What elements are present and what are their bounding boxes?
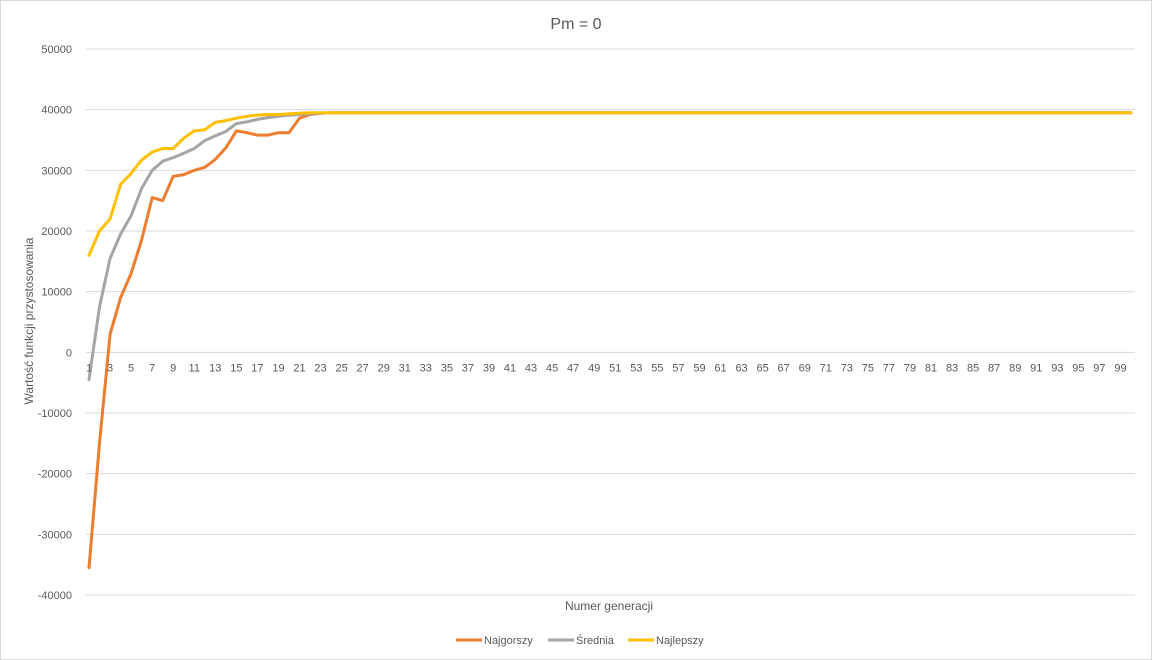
x-tick-label: 95 xyxy=(1072,362,1084,374)
x-tick-label: 65 xyxy=(756,362,768,374)
x-tick-label: 73 xyxy=(841,362,853,374)
y-tick-label: -10000 xyxy=(38,408,72,420)
x-tick-label: 81 xyxy=(925,362,937,374)
legend-label: Najgorszy xyxy=(484,635,533,647)
x-tick-label: 35 xyxy=(441,362,453,374)
x-tick-label: 29 xyxy=(378,362,390,374)
y-tick-label: 40000 xyxy=(41,105,72,117)
x-tick-label: 45 xyxy=(546,362,558,374)
gridlines xyxy=(86,48,1135,596)
series-line-najlepszy xyxy=(87,111,1133,257)
x-tick-label: 5 xyxy=(128,362,134,374)
x-tick-label: 85 xyxy=(967,362,979,374)
y-axis-label: Wartość funkcji przystosowania xyxy=(22,237,36,404)
x-tick-label: 3 xyxy=(107,362,113,374)
x-tick-label: 15 xyxy=(230,362,242,374)
x-tick-label: 57 xyxy=(672,362,684,374)
x-tick-label: 53 xyxy=(630,362,642,374)
x-tick-label: 33 xyxy=(420,362,432,374)
x-tick-label: 99 xyxy=(1114,362,1126,374)
x-tick-label: 1 xyxy=(86,362,92,374)
y-tick-label: 30000 xyxy=(41,165,72,177)
x-tick-label: 31 xyxy=(399,362,411,374)
x-tick-label: 17 xyxy=(251,362,263,374)
x-tick-label: 19 xyxy=(272,362,284,374)
x-tick-label: 43 xyxy=(525,362,537,374)
x-tick-label: 71 xyxy=(820,362,832,374)
x-axis-label: Numer generacji xyxy=(565,599,653,613)
x-tick-label: 91 xyxy=(1030,362,1042,374)
x-tick-label: 93 xyxy=(1051,362,1063,374)
x-tick-label: 59 xyxy=(693,362,705,374)
x-tick-label: 63 xyxy=(735,362,747,374)
x-tick-label: 21 xyxy=(293,362,305,374)
y-tick-label: 20000 xyxy=(41,226,72,238)
x-tick-label: 47 xyxy=(567,362,579,374)
y-tick-label: -30000 xyxy=(38,529,72,541)
series-line-najgorszy xyxy=(87,111,1133,570)
x-tick-label: 49 xyxy=(588,362,600,374)
legend: Najgorszy Średnia Najlepszy xyxy=(456,634,704,647)
x-tick-label: 87 xyxy=(988,362,1000,374)
x-tick-label: 41 xyxy=(504,362,516,374)
y-tick-label: -20000 xyxy=(38,469,72,481)
x-axis-ticks: 1 3 5 7 9 11 13 15 17 19 21 23 25 27 29 31 33 35 37 39 41 43 4… xyxy=(86,362,1127,374)
x-tick-label: 51 xyxy=(609,362,621,374)
x-tick-label: 55 xyxy=(651,362,663,374)
chart-title: Pm = 0 xyxy=(550,16,601,33)
y-tick-label: 0 xyxy=(66,347,72,359)
x-tick-label: 9 xyxy=(170,362,176,374)
x-tick-label: 37 xyxy=(462,362,474,374)
series-lines xyxy=(87,111,1133,570)
x-tick-label: 89 xyxy=(1009,362,1021,374)
y-tick-label: 10000 xyxy=(41,287,72,299)
x-tick-label: 77 xyxy=(883,362,895,374)
y-tick-label: -40000 xyxy=(38,590,72,602)
x-tick-label: 97 xyxy=(1093,362,1105,374)
x-tick-label: 7 xyxy=(149,362,155,374)
x-tick-label: 39 xyxy=(483,362,495,374)
x-tick-label: 23 xyxy=(314,362,326,374)
x-tick-label: 67 xyxy=(778,362,790,374)
x-tick-label: 13 xyxy=(209,362,221,374)
legend-label: Najlepszy xyxy=(656,635,704,647)
x-tick-label: 61 xyxy=(714,362,726,374)
y-tick-label: 50000 xyxy=(41,44,72,56)
x-tick-label: 11 xyxy=(189,362,200,374)
x-tick-label: 25 xyxy=(335,362,347,374)
series-line-średnia xyxy=(87,111,1133,382)
y-axis-ticks: 50000 40000 30000 20000 10000 0 -10000 -20000 -3… xyxy=(38,44,72,602)
x-tick-label: 83 xyxy=(946,362,958,374)
x-tick-label: 27 xyxy=(357,362,369,374)
x-tick-label: 75 xyxy=(862,362,874,374)
legend-label: Średnia xyxy=(576,634,615,647)
x-tick-label: 69 xyxy=(799,362,811,374)
x-tick-label: 79 xyxy=(904,362,916,374)
